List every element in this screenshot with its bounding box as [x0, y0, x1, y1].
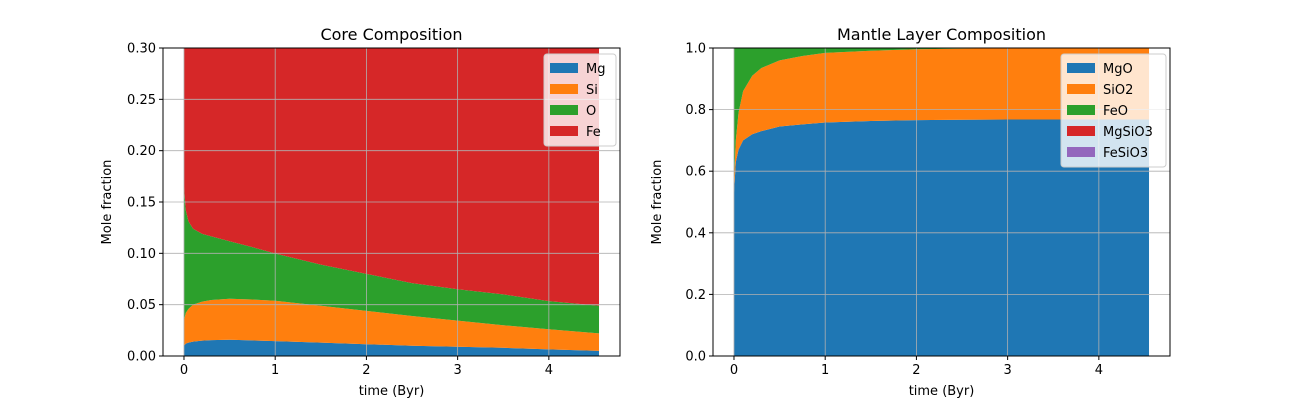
y-tick-label: 0.05 [127, 298, 156, 313]
y-tick-label: 0.0 [685, 350, 706, 365]
x-tick-label: 4 [1095, 363, 1103, 378]
mantle-areas [733, 48, 1150, 356]
legend-label-mgo: MgO [1103, 62, 1133, 77]
core-areas [183, 48, 600, 356]
y-tick-label: 0.2 [685, 288, 706, 303]
mantle-composition-chart: 0 1 2 3 4 0.0 0.2 0.4 0.6 0.8 1.0 Mantle Layer Comp… [650, 25, 1171, 399]
legend-label-o: O [586, 104, 596, 119]
legend-label-mg: Mg [586, 62, 605, 77]
legend-swatch-si [550, 84, 578, 94]
legend-label-si: Si [586, 83, 598, 98]
y-tick-label: 0.20 [127, 144, 156, 159]
area-si [183, 298, 600, 351]
legend-swatch-mg [550, 63, 578, 73]
legend-label-fesio3: FeSiO3 [1103, 146, 1148, 161]
x-tick-label: 0 [180, 363, 188, 378]
core-composition-chart: 0 1 2 3 4 0.00 0.05 0.10 0.15 0.20 0.25 0.30 Core Co… [100, 25, 621, 399]
y-tick-label: 0.4 [685, 226, 706, 241]
x-axis-label: time (Byr) [359, 384, 425, 399]
y-tick-label: 1.0 [685, 42, 706, 57]
area-fe [183, 48, 600, 306]
area-sio2 [733, 48, 1150, 193]
y-axis-label: Mole fraction [100, 160, 115, 245]
x-tick-label: 4 [545, 363, 553, 378]
y-tick-label: 0.8 [685, 103, 706, 118]
mantle-legend: MgO SiO2 FeO MgSiO3 FeSiO3 [1060, 53, 1167, 168]
legend-swatch-feo [1067, 105, 1095, 115]
legend-box [1060, 53, 1167, 168]
legend-label-mgsio3: MgSiO3 [1103, 125, 1153, 140]
legend-swatch-sio2 [1067, 84, 1095, 94]
x-tick-label: 3 [453, 363, 461, 378]
x-tick-label: 1 [821, 363, 829, 378]
x-tick-label: 1 [271, 363, 279, 378]
mantle-chart-title: Mantle Layer Composition [837, 25, 1046, 44]
legend-swatch-o [550, 105, 578, 115]
y-tick-label: 0.15 [127, 196, 156, 211]
legend-swatch-mgo [1067, 63, 1095, 73]
core-legend: Mg Si O Fe [543, 53, 617, 147]
x-tick-label: 0 [730, 363, 738, 378]
legend-label-sio2: SiO2 [1103, 83, 1133, 98]
x-tick-label: 2 [362, 363, 370, 378]
mantle-plot-frame [712, 47, 1171, 357]
x-tick-label: 3 [1003, 363, 1011, 378]
y-tick-label: 0.6 [685, 165, 706, 180]
y-tick-label: 0.10 [127, 247, 156, 262]
area-feo [733, 48, 1150, 181]
legend-label-feo: FeO [1103, 104, 1128, 119]
legend-label-fe: Fe [586, 125, 601, 140]
area-mgo [733, 119, 1150, 356]
y-tick-label: 0.00 [127, 350, 156, 365]
legend-swatch-fesio3 [1067, 147, 1095, 157]
y-axis-label: Mole fraction [650, 160, 665, 245]
legend-swatch-fe [550, 126, 578, 136]
x-tick-label: 2 [912, 363, 920, 378]
core-chart-title: Core Composition [320, 25, 462, 44]
area-mg [183, 339, 600, 356]
legend-swatch-mgsio3 [1067, 126, 1095, 136]
x-axis-label: time (Byr) [909, 384, 975, 399]
y-tick-label: 0.25 [127, 93, 156, 108]
area-o [183, 186, 600, 334]
legend-box [543, 53, 617, 147]
y-tick-label: 0.30 [127, 42, 156, 57]
